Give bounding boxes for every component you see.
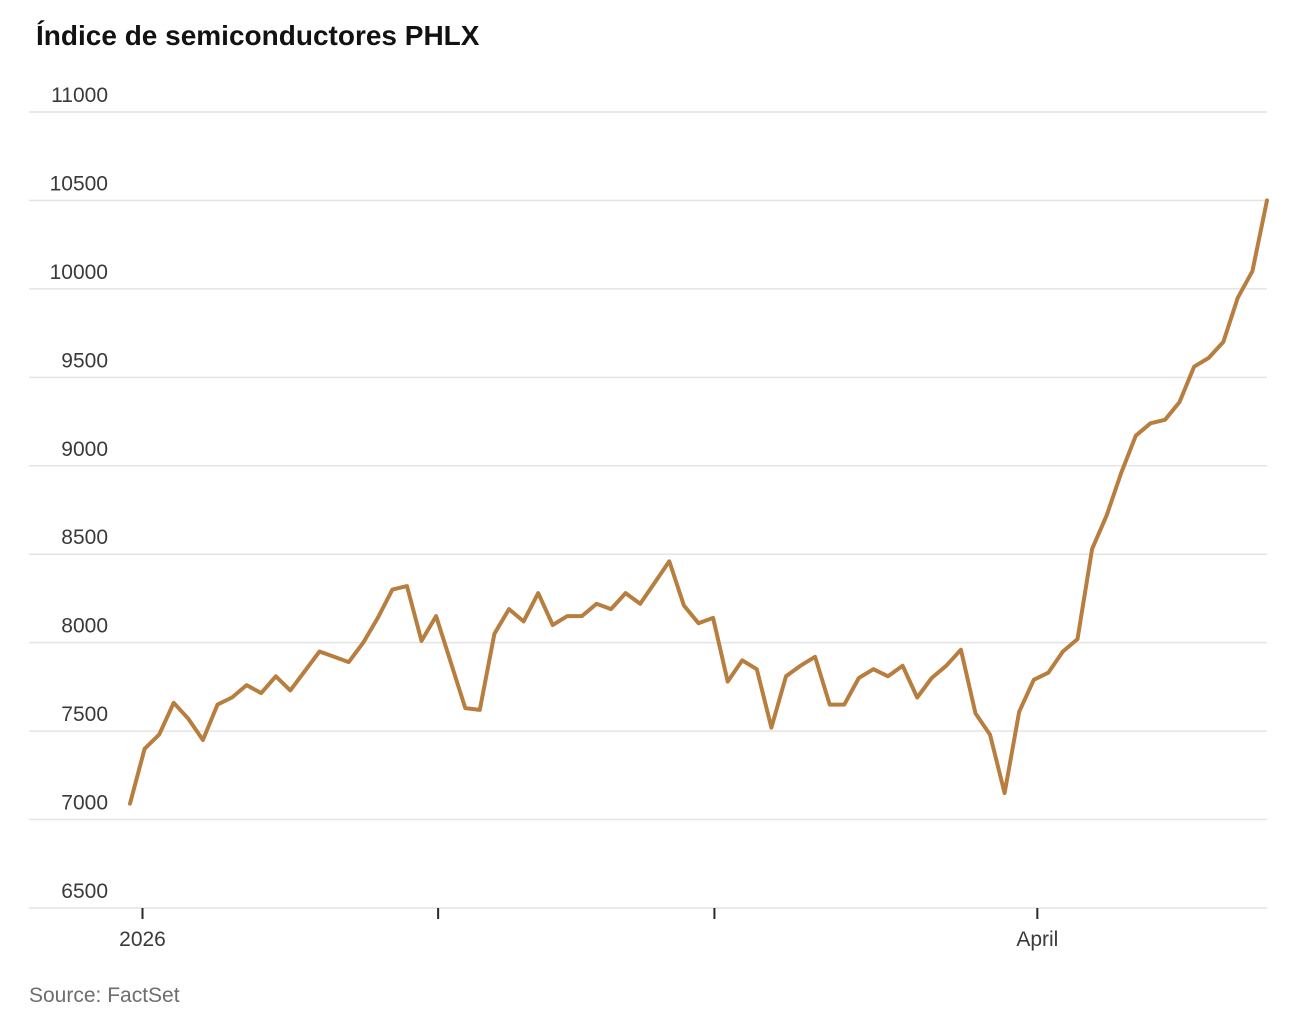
x-axis-label: 2026 [119, 928, 166, 951]
x-axis-label: April [1016, 928, 1058, 951]
y-axis-label: 9000 [61, 438, 108, 461]
y-axis-label: 10000 [50, 261, 108, 284]
y-axis-label: 8000 [61, 615, 108, 638]
y-axis-label: 6500 [61, 880, 108, 903]
y-axis-label: 9500 [61, 349, 108, 372]
chart-title: Índice de semiconductores PHLX [36, 20, 480, 51]
source-note: Source: FactSet [29, 984, 180, 1007]
y-axis-label: 8500 [61, 526, 108, 549]
y-axis-label: 7500 [61, 703, 108, 726]
y-axis-label: 10500 [50, 172, 108, 195]
index-price-line [128, 198, 1269, 806]
y-axis-label: 11000 [51, 84, 108, 107]
y-axis-label: 7000 [61, 792, 108, 815]
